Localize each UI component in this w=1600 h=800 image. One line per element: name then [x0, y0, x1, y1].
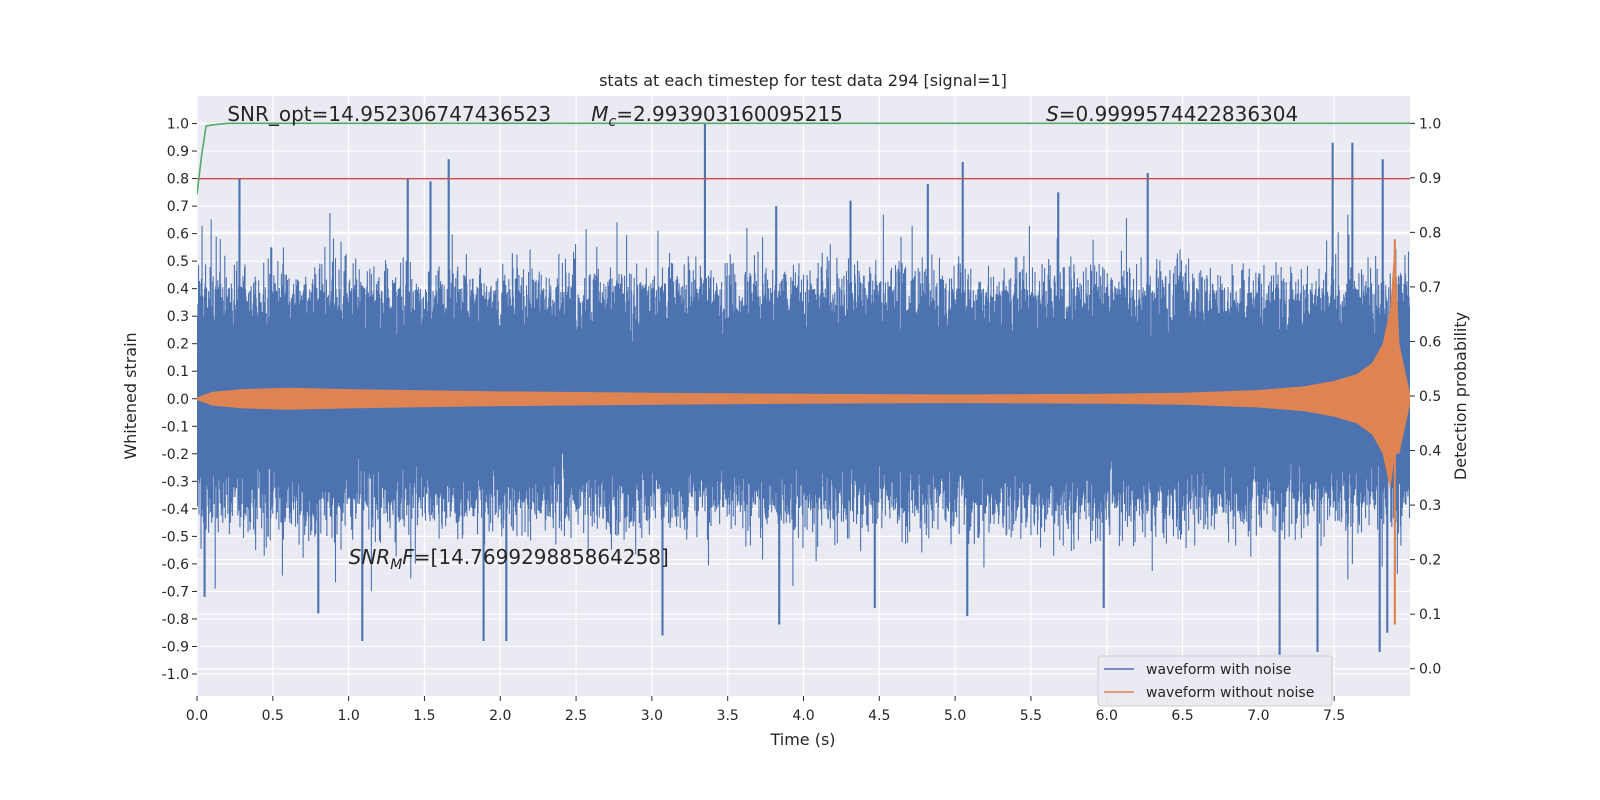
series-detection-probability — [197, 122, 1410, 195]
left-tick-label: -1.0 — [162, 667, 189, 683]
plot-area — [196, 96, 1410, 696]
left-axis-label: Whitened strain — [121, 332, 140, 459]
x-axis-label: Time (s) — [769, 730, 835, 749]
left-tick-label: -0.8 — [162, 612, 189, 628]
left-tick-label: 0.7 — [167, 199, 189, 215]
right-tick-label: 0.4 — [1419, 444, 1441, 460]
legend-label-noisy: waveform with noise — [1146, 662, 1291, 678]
annotation-3: SNRMF=[14.769929885864258] — [349, 545, 669, 573]
left-tick-label: -0.6 — [162, 557, 189, 573]
left-axis-ticks: 1.0 0.9 0.8 0.7 0.6 0.5 0.4 0.3 0.2 0.1 0.0 -0.1 -0.… — [162, 117, 197, 683]
right-tick-label: 0.0 — [1419, 662, 1441, 678]
right-tick-label: 1.0 — [1419, 116, 1441, 132]
left-tick-label: 0.1 — [167, 364, 189, 380]
left-tick-label: 0.5 — [167, 254, 189, 270]
series-layer — [197, 122, 1410, 655]
left-tick-label: -0.5 — [162, 529, 189, 545]
left-tick-label: 0.3 — [167, 309, 189, 325]
left-tick-label: 0.9 — [167, 144, 189, 160]
x-tick-label: 6.5 — [1171, 708, 1193, 724]
right-tick-label: 0.1 — [1419, 607, 1441, 623]
left-tick-label: 1.0 — [167, 117, 189, 133]
right-axis-ticks: 1.0 0.9 0.8 0.7 0.6 0.5 0.4 0.3 0.2 0.1 0.0 — [1410, 116, 1441, 678]
x-tick-label: 5.0 — [944, 708, 966, 724]
right-tick-label: 0.3 — [1419, 498, 1441, 514]
right-axis-label: Detection probability — [1451, 312, 1470, 480]
x-tick-label: 1.0 — [337, 708, 359, 724]
left-tick-label: -0.7 — [162, 584, 189, 600]
left-tick-label: 0.4 — [167, 282, 189, 298]
x-tick-label: 7.0 — [1247, 708, 1269, 724]
chart-title: stats at each timestep for test data 294… — [599, 71, 1007, 90]
x-tick-label: 2.0 — [489, 708, 511, 724]
legend-frame — [1097, 655, 1333, 707]
annotations: SNR_opt=14.952306747436523 Mc=2.993903160… — [227, 102, 1298, 573]
right-tick-label: 0.5 — [1419, 389, 1441, 405]
right-tick-label: 0.7 — [1419, 280, 1441, 296]
x-tick-label: 6.0 — [1096, 708, 1118, 724]
annotation-1: Mc=2.993903160095215 — [591, 102, 843, 130]
left-tick-label: -0.3 — [162, 474, 189, 490]
annotation-2: S=0.9999574422836304 — [1046, 102, 1298, 126]
legend: waveform with noise waveform without noi… — [1097, 655, 1333, 707]
x-tick-label: 4.0 — [792, 708, 814, 724]
x-tick-label: 3.5 — [717, 708, 739, 724]
x-tick-label: 7.5 — [1323, 708, 1345, 724]
left-tick-label: 0.8 — [167, 172, 189, 188]
x-tick-label: 1.5 — [413, 708, 435, 724]
left-tick-label: 0.6 — [167, 227, 189, 243]
annotation-0: SNR_opt=14.952306747436523 — [227, 102, 551, 126]
x-tick-label: 4.5 — [868, 708, 890, 724]
x-tick-label: 2.5 — [565, 708, 587, 724]
legend-label-clean: waveform without noise — [1146, 685, 1314, 701]
x-tick-label: 0.0 — [186, 708, 208, 724]
right-tick-label: 0.2 — [1419, 553, 1441, 569]
left-tick-label: -0.2 — [162, 447, 189, 463]
right-tick-label: 0.6 — [1419, 334, 1441, 350]
left-tick-label: 0.2 — [167, 337, 189, 353]
right-tick-label: 0.8 — [1419, 225, 1441, 241]
right-tick-label: 0.9 — [1419, 171, 1441, 187]
x-tick-label: 5.5 — [1020, 708, 1042, 724]
left-tick-label: -0.4 — [162, 502, 189, 518]
x-tick-label: 0.5 — [262, 708, 284, 724]
left-tick-label: -0.1 — [162, 419, 189, 435]
x-tick-label: 3.0 — [641, 708, 663, 724]
left-tick-label: -0.9 — [162, 639, 189, 655]
left-tick-label: 0.0 — [167, 392, 189, 408]
x-axis-ticks: 0.0 0.5 1.0 1.5 2.0 2.5 3.0 3.5 4.0 4.5 5.0 5.5 6.0 6… — [186, 696, 1345, 724]
